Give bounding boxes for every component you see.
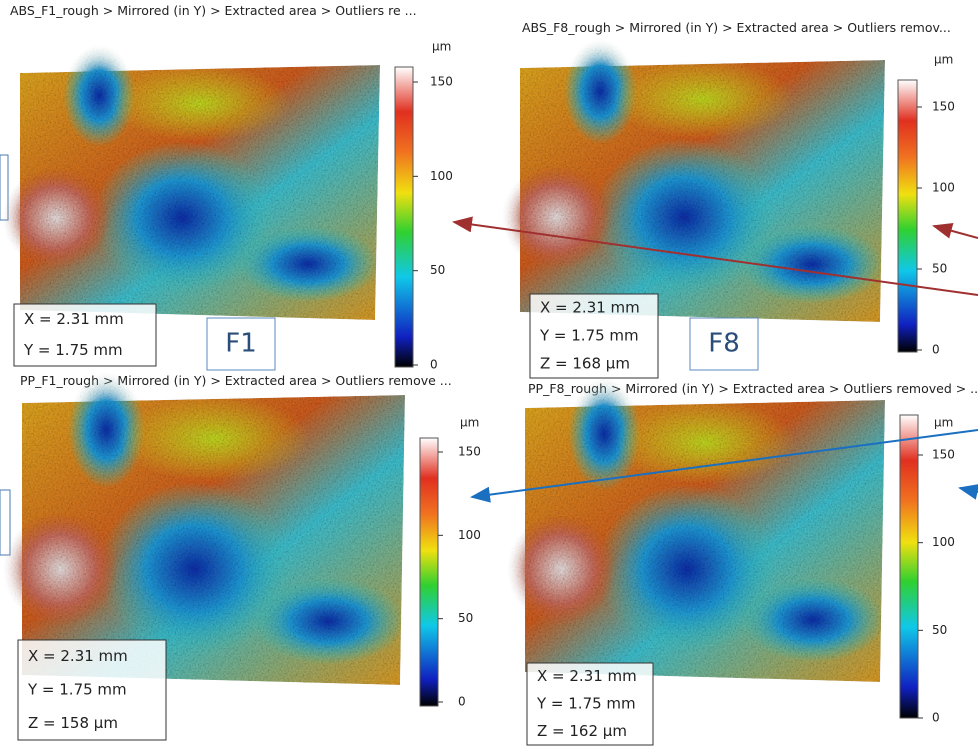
colorbar: [898, 80, 917, 352]
colorbar-unit: µm: [432, 40, 451, 54]
colorbar: [395, 67, 413, 367]
blob: [741, 578, 885, 663]
blob: [118, 395, 310, 482]
info-line: X = 2.31 mm: [537, 667, 637, 685]
blob: [502, 165, 612, 270]
colorbar-tick-label: 50: [430, 263, 445, 277]
colorbar-unit: µm: [460, 416, 479, 430]
panel: PP_F1_rough > Mirrored (in Y) > Extracte…: [3, 372, 481, 740]
info-line: Y = 1.75 mm: [27, 681, 127, 699]
colorbar-tick-label: 150: [430, 75, 453, 89]
blob: [110, 65, 290, 142]
arrow: [960, 488, 978, 492]
arrow: [934, 226, 978, 238]
surface-image: [2, 45, 380, 320]
colorbar-tick-label: 50: [932, 262, 947, 276]
info-line: Y = 1.75 mm: [539, 327, 639, 345]
panel-title: ABS_F8_rough > Mirrored (in Y) > Extract…: [522, 20, 951, 35]
panel-label: F1: [225, 329, 257, 359]
panel: ABS_F8_rough > Mirrored (in Y) > Extract…: [502, 20, 955, 378]
panel: PP_F8_rough > Mirrored (in Y) > Extracte…: [507, 377, 978, 745]
blob: [2, 167, 110, 269]
info-line: Z = 158 µm: [28, 714, 118, 732]
colorbar: [420, 438, 438, 706]
surface-image: [507, 377, 885, 682]
colorbar-tick-label: 150: [932, 100, 955, 114]
colorbar-unit: µm: [934, 53, 953, 67]
panel: ABS_F1_rough > Mirrored (in Y) > Extract…: [2, 3, 453, 372]
info-line: Z = 168 µm: [540, 355, 630, 373]
info-line: Y = 1.75 mm: [23, 341, 123, 359]
info-line: X = 2.31 mm: [24, 310, 124, 328]
surface-image: [3, 372, 405, 685]
panel-title: ABS_F1_rough > Mirrored (in Y) > Extract…: [10, 3, 417, 18]
colorbar-tick-label: 0: [932, 711, 940, 725]
colorbar-tick-label: 0: [430, 358, 438, 372]
colorbar-tick-label: 100: [932, 535, 955, 549]
blob: [507, 513, 615, 626]
info-line: Z = 162 µm: [537, 722, 627, 740]
panel-label: F8: [708, 329, 740, 359]
colorbar-tick-label: 100: [932, 181, 955, 195]
colorbar-unit: µm: [934, 416, 953, 430]
colorbar-tick-label: 150: [932, 448, 955, 462]
screenshot: ABS_F1_rough > Mirrored (in Y) > Extract…: [0, 0, 978, 746]
surface-image: [502, 39, 885, 322]
colorbar-tick-label: 0: [932, 343, 940, 357]
colorbar-tick-label: 100: [458, 528, 481, 542]
info-line: X = 2.31 mm: [540, 299, 640, 317]
colorbar-tick-label: 50: [932, 623, 947, 637]
colorbar-tick-label: 50: [458, 611, 473, 625]
info-line: X = 2.31 mm: [28, 647, 128, 665]
info-line: Y = 1.75 mm: [536, 695, 636, 713]
colorbar-tick-label: 100: [430, 169, 453, 183]
colorbar: [900, 415, 918, 718]
blob: [252, 578, 405, 665]
blob: [611, 60, 794, 139]
blob: [615, 400, 795, 485]
blob: [236, 226, 380, 303]
blob: [3, 511, 118, 627]
colorbar-tick-label: 150: [458, 445, 481, 459]
colorbar-tick-label: 0: [458, 695, 466, 709]
